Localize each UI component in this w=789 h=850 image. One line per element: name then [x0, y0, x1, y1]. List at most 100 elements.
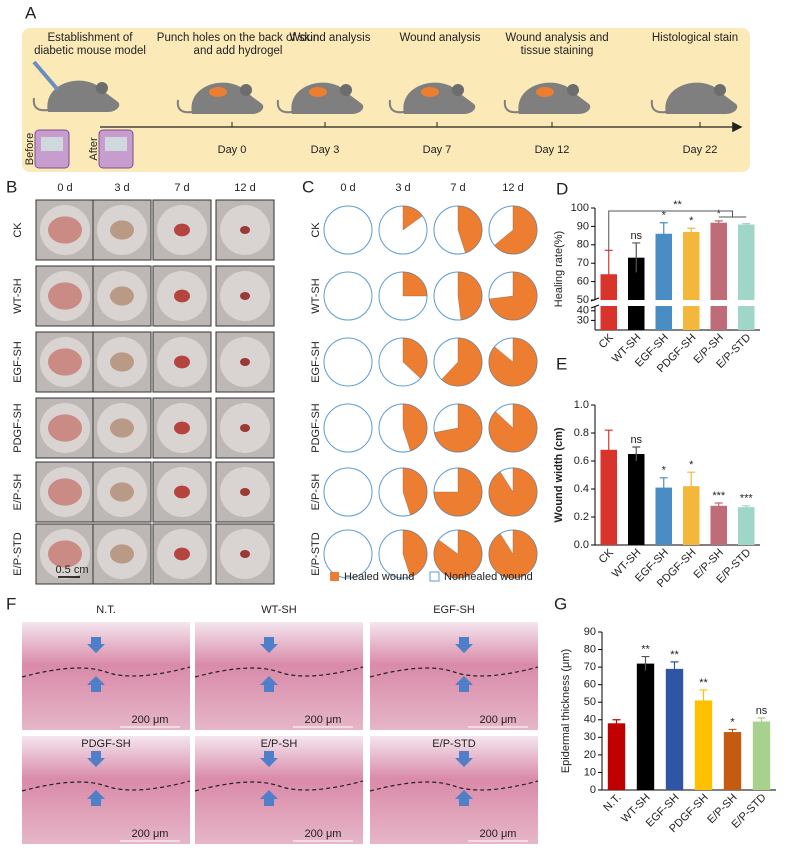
histology-image	[370, 736, 538, 844]
pie-wedge	[402, 337, 428, 379]
x-tick-label: N.T.	[601, 792, 623, 814]
row-label: E/P-SH	[310, 474, 322, 511]
pie-wedge	[433, 529, 483, 579]
panel-label: F	[6, 594, 16, 613]
significance-label: *	[662, 465, 667, 477]
y-tick-label: 50	[577, 294, 589, 306]
bar	[738, 507, 755, 545]
panel-label: C	[302, 177, 314, 196]
arrow-marker	[455, 751, 473, 767]
pie-outline	[323, 403, 373, 453]
glucometer-screen	[41, 137, 63, 151]
mouse-tail	[32, 97, 49, 112]
column-header: 3 d	[114, 182, 129, 194]
panel-label: A	[25, 3, 37, 22]
row-label: WT-SH	[310, 278, 322, 313]
wound-area	[110, 286, 134, 306]
bar-lower	[628, 306, 645, 330]
pie-wedge	[402, 529, 428, 578]
significance-label: *	[717, 208, 722, 220]
wound-spot	[536, 87, 554, 97]
pie-outline	[323, 337, 373, 387]
image-title: E/P-STD	[432, 738, 475, 750]
y-axis-label: Healing rate(%)	[553, 231, 565, 307]
legend-label: Healed wound	[344, 571, 414, 583]
error-bar	[714, 502, 723, 509]
wound-area	[110, 418, 134, 438]
column-header: 7 d	[174, 182, 189, 194]
significance-label: ns	[630, 434, 642, 446]
bar-lower	[738, 306, 755, 330]
epidermis-boundary	[194, 780, 364, 792]
bar-lower	[600, 306, 617, 330]
significance-label: *	[689, 215, 694, 227]
significance-label: ***	[740, 493, 754, 505]
mouse-ear	[240, 84, 252, 96]
bar	[723, 732, 742, 790]
error-bar	[659, 477, 668, 498]
y-tick-label: 30	[584, 731, 596, 743]
scale-bar-label: 200 μm	[480, 714, 517, 726]
day-label: Day 0	[218, 144, 247, 156]
y-tick-label: 90	[577, 220, 589, 232]
significance-label: ***	[712, 490, 726, 502]
row-label: CK	[12, 222, 24, 238]
column-header: 0 d	[340, 182, 355, 194]
mouse-ear	[452, 84, 464, 96]
scale-bar-label: 200 μm	[132, 828, 169, 840]
image-title: EGF-SH	[433, 604, 475, 616]
timeline-background	[22, 28, 750, 172]
scale-bar-label: 200 μm	[132, 714, 169, 726]
row-label: E/P-STD	[12, 532, 24, 575]
y-axis-label: Wound width (cm)	[553, 427, 565, 522]
column-header: 12 d	[502, 182, 523, 194]
y-tick-label: 40	[584, 714, 596, 726]
arrow-marker	[455, 790, 473, 806]
epidermis-boundary	[369, 780, 539, 792]
error-bar	[687, 227, 696, 236]
pie-wedge	[457, 205, 483, 254]
bar	[683, 486, 700, 545]
error-bar	[659, 222, 668, 245]
y-tick-label: 0.4	[574, 483, 589, 495]
step-label: Histological stain	[651, 32, 739, 44]
syringe	[32, 60, 60, 92]
wound-area	[240, 226, 250, 234]
histology-image	[195, 622, 363, 730]
y-tick-label: 30	[577, 314, 589, 326]
wound-area	[48, 478, 82, 506]
error-bar	[632, 242, 641, 273]
histology-image	[22, 622, 190, 730]
arrow-marker	[87, 637, 105, 653]
error-bar	[632, 446, 641, 461]
pie-wedge	[488, 403, 538, 453]
pie-wedge	[402, 271, 428, 297]
scale-bar-label: 0.5 cm	[55, 564, 88, 576]
mouse-tail	[650, 99, 667, 114]
y-tick-label: 40	[577, 305, 589, 317]
significance-label: ns	[630, 230, 642, 242]
row-label: WT-SH	[12, 278, 24, 313]
bar	[683, 231, 700, 300]
pie-outline	[323, 205, 373, 255]
wound-spot	[209, 87, 227, 97]
histology-image	[22, 736, 190, 844]
day-label: Day 7	[423, 144, 452, 156]
wound-area	[174, 421, 190, 435]
pie-wedge	[488, 337, 538, 387]
step-label: Punch holes on the back of skin and add …	[156, 32, 320, 57]
bar	[738, 224, 755, 300]
significance-bracket	[608, 210, 747, 251]
arrow-marker	[87, 751, 105, 767]
significance-label: **	[670, 649, 679, 661]
y-tick-label: 60	[584, 679, 596, 691]
significance-label: **	[673, 199, 682, 211]
row-label: E/P-STD	[310, 532, 322, 575]
y-tick-label: 0.8	[574, 427, 589, 439]
wound-area	[48, 216, 82, 244]
arrow-marker	[87, 676, 105, 692]
mouse-tail	[276, 99, 293, 114]
pie-wedge	[488, 467, 538, 517]
histology-image	[195, 736, 363, 844]
